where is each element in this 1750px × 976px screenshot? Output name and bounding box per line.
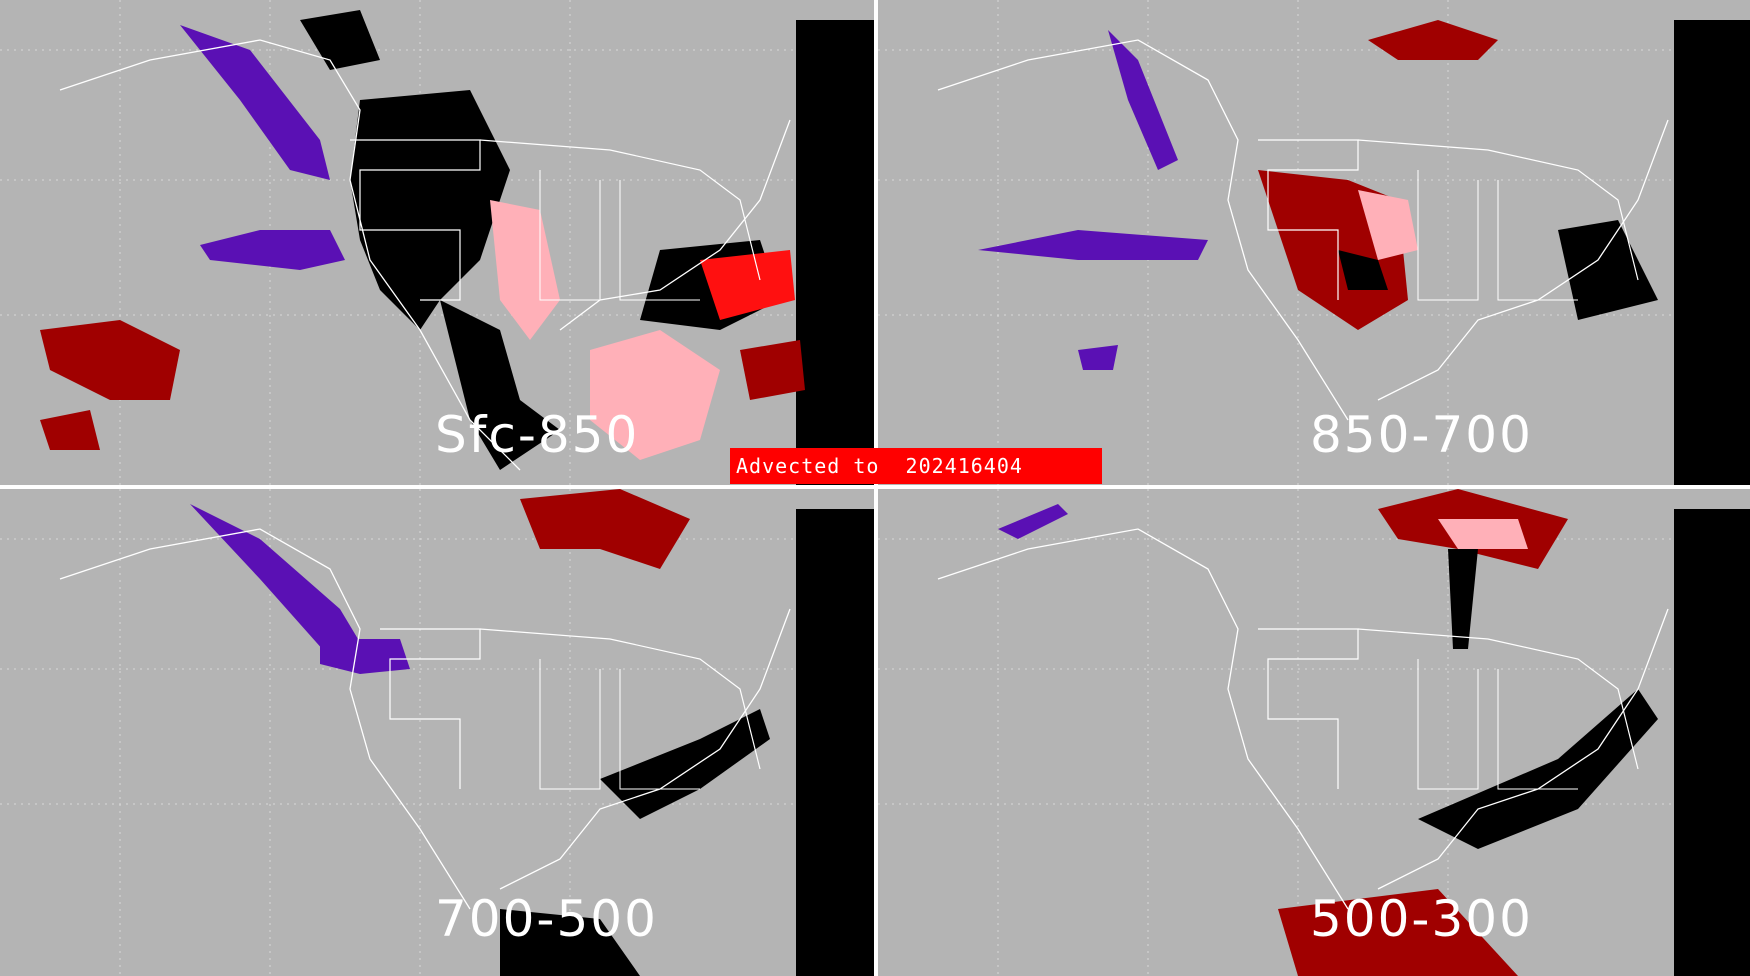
space-mask — [796, 20, 874, 485]
coastline — [937, 39, 1349, 421]
coastline — [59, 39, 521, 471]
space-mask — [1674, 20, 1750, 485]
banner-spacer — [879, 454, 905, 478]
purple-region — [998, 504, 1068, 539]
space-mask — [796, 509, 874, 976]
dark-red-region — [520, 489, 690, 569]
bright-red-region — [700, 250, 795, 320]
state-boundaries — [350, 139, 481, 301]
purple-region — [1108, 30, 1178, 170]
coastline — [937, 528, 1349, 910]
panel-label-700-500: 700-500 — [435, 890, 658, 948]
panel-map-graphic — [878, 489, 1750, 976]
horizontal-divider — [0, 485, 1750, 489]
dry-land-region — [1448, 549, 1478, 649]
advected-banner: Advected to 202416404 — [730, 448, 1102, 484]
dry-land-region — [1558, 220, 1658, 320]
panel-label-500-300: 500-300 — [1310, 890, 1533, 948]
pink-region — [490, 200, 560, 340]
banner-timestamp: 202416404 — [905, 454, 1023, 478]
state-boundaries — [1258, 628, 1359, 789]
dry-land-region — [600, 709, 770, 819]
lat-lon-grid — [0, 489, 874, 976]
panel-map-graphic — [878, 0, 1750, 485]
coastline — [59, 528, 471, 910]
pink-region — [1358, 190, 1418, 260]
map-panel-sfc-850: Sfc-850 — [0, 0, 874, 485]
panel-map-graphic — [0, 489, 874, 976]
banner-prefix: Advected to — [736, 454, 880, 478]
dry-land-region — [350, 90, 510, 330]
space-mask — [1674, 509, 1750, 976]
panel-label-sfc-850: Sfc-850 — [435, 406, 640, 464]
panel-map-graphic — [0, 0, 874, 485]
map-panel-850-700: 850-700 — [878, 0, 1750, 485]
map-panel-500-300: 500-300 — [878, 489, 1750, 976]
dark-red-region — [40, 320, 180, 400]
purple-region — [190, 504, 370, 669]
panel-label-850-700: 850-700 — [1310, 406, 1533, 464]
map-panel-700-500: 700-500 — [0, 489, 874, 976]
purple-region — [180, 25, 330, 180]
pink-region — [1438, 519, 1528, 549]
